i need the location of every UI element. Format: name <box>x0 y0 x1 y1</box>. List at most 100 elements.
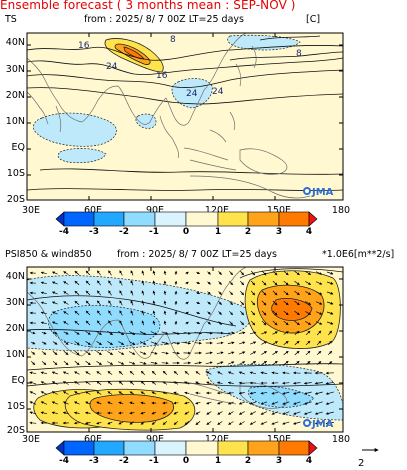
wind-vector <box>85 290 91 296</box>
colorbar-segment <box>247 211 280 227</box>
wind-vector <box>96 371 102 375</box>
wind-vector <box>240 270 245 276</box>
wind-vector <box>85 391 91 395</box>
wind-vector <box>250 280 256 286</box>
wind-vector <box>62 411 69 415</box>
wind-vector <box>151 370 157 376</box>
psi-lat-tick: 40N <box>5 271 25 282</box>
wind-vector <box>96 341 102 345</box>
wind-vector <box>118 380 124 385</box>
wind-vector <box>85 411 91 415</box>
wind-vector <box>239 361 246 365</box>
wind-vector <box>227 361 235 365</box>
wind-vector <box>229 280 233 286</box>
wind-vector <box>271 421 279 425</box>
wind-vector <box>282 401 290 405</box>
psi-map-frame <box>26 266 344 433</box>
wind-vector <box>228 421 234 425</box>
wind-vector <box>141 320 145 326</box>
wind-vector <box>305 271 312 275</box>
wind-vector <box>173 381 179 385</box>
wind-vector <box>74 310 80 316</box>
wind-vector <box>207 271 211 275</box>
wind-vector <box>196 281 201 285</box>
ts-lat-tick: 10S <box>6 168 25 179</box>
wind-vector <box>129 331 136 335</box>
ts-lon-tick: 60E <box>83 205 103 216</box>
wind-vector <box>229 270 233 276</box>
wind-vector <box>261 290 267 296</box>
psi-colorbar-label: 3 <box>275 456 283 466</box>
wind-vector <box>217 371 223 375</box>
wind-vector <box>314 401 323 405</box>
wind-vector <box>271 411 279 415</box>
colorbar-segment <box>63 211 95 227</box>
wind-vector <box>272 300 278 306</box>
wind-vector <box>184 421 190 426</box>
wind-reference-label: 2 <box>358 458 365 469</box>
wind-vector <box>238 331 246 335</box>
ts-lat-tick: 10N <box>5 116 25 127</box>
wind-vector <box>41 331 47 335</box>
wind-vector <box>107 401 113 405</box>
ts-colorbar-label: 0 <box>182 227 190 237</box>
ts-panel-info: from : 2025/ 8/ 7 00Z LT=25 days <box>84 14 244 25</box>
ts-contours <box>27 35 343 191</box>
wind-vector <box>139 361 147 365</box>
wind-vector <box>107 351 113 355</box>
wind-vector <box>118 421 124 425</box>
wind-vector <box>249 411 256 415</box>
wind-vector <box>260 391 268 395</box>
wind-vector <box>238 411 245 415</box>
psi-panel-info: from : 2025/ 8/ 7 00Z LT=25 days <box>117 249 277 260</box>
wind-vector <box>250 331 257 335</box>
wind-vector <box>238 421 245 425</box>
wind-vector <box>140 380 146 385</box>
wind-vector <box>218 281 222 285</box>
wind-vector <box>294 290 300 296</box>
psi-lon-tick: 30E <box>21 434 41 445</box>
wind-vector <box>63 301 69 305</box>
wind-vector <box>118 391 124 395</box>
wind-vector <box>328 330 333 336</box>
ts-lat-tick: EQ <box>11 142 25 153</box>
wind-vector <box>250 341 257 345</box>
wind-vector <box>216 351 224 355</box>
wind-vector <box>130 310 134 316</box>
wind-vector <box>85 270 91 276</box>
wind-vector <box>51 391 58 395</box>
wind-vector <box>194 341 202 345</box>
wind-vector <box>272 331 278 335</box>
wind-vector <box>314 391 323 395</box>
wind-vector <box>261 270 267 276</box>
wind-vector <box>294 300 300 306</box>
wind-vector <box>140 391 146 395</box>
wind-vector <box>40 271 47 275</box>
wind-vector <box>129 421 135 425</box>
wind-vector <box>63 351 69 355</box>
wind-vector <box>63 291 69 295</box>
wind-vector <box>261 361 267 365</box>
wind-vector <box>30 361 36 366</box>
wind-vector <box>185 301 189 305</box>
wind-vector <box>97 320 101 326</box>
wind-vector <box>85 371 91 375</box>
wind-vector <box>163 290 167 296</box>
wind-vector <box>283 331 289 335</box>
wind-vector <box>206 401 212 405</box>
psi-colorbar <box>55 440 318 456</box>
wind-vector <box>51 291 58 295</box>
wind-vector <box>51 381 58 385</box>
wind-vector <box>216 381 223 385</box>
wind-vector <box>283 341 289 345</box>
wind-vector <box>227 341 235 345</box>
wind-vector <box>305 311 312 315</box>
psi-lat-tick: 20S <box>6 425 25 436</box>
wind-vector <box>40 381 48 385</box>
psi-axis-ticks <box>27 267 343 432</box>
wind-vector <box>261 280 267 286</box>
wind-vector <box>238 341 246 345</box>
wind-vector <box>150 331 158 335</box>
wind-vector <box>250 351 257 355</box>
wind-vector <box>63 341 69 345</box>
